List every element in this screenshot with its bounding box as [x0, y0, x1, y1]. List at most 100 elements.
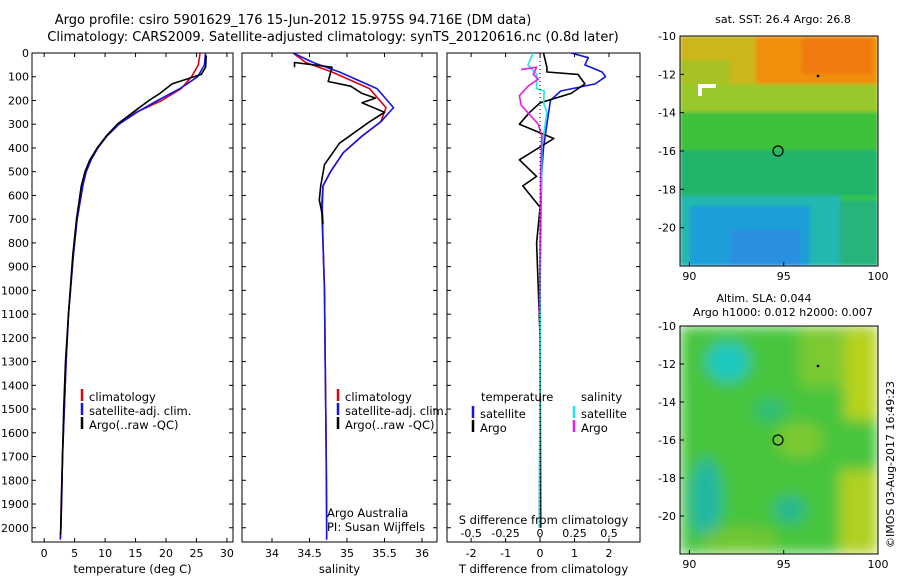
x-tick-label: 15: [129, 547, 143, 560]
depth-tick-label: 1100: [1, 308, 29, 321]
other-float-marker-sla: [816, 364, 820, 368]
map-y-tick-label: -10: [658, 320, 676, 333]
map-x-tick-label: 90: [682, 270, 696, 283]
credit-text: Argo Australia: [327, 506, 408, 520]
map-x-tick-label: 100: [868, 270, 889, 283]
legend-heading: salinity: [581, 390, 622, 404]
argo-position-marker: [772, 145, 784, 157]
legend-label: Argo(..raw -QC): [345, 418, 435, 432]
s-tick-label: -0.5: [460, 527, 481, 540]
legend-heading: temperature: [481, 390, 553, 404]
x-axis-label: T difference from climatology: [458, 562, 629, 576]
depth-tick-label: 100: [8, 71, 29, 84]
x-axis-label: temperature (deg C): [73, 562, 191, 576]
sla-map-subtitle: Argo h1000: 0.012 h2000: 0.007: [693, 306, 873, 319]
figure-title-line1: Argo profile: csiro 5901629_176 15-Jun-2…: [55, 13, 532, 28]
x-tick-label: 0: [41, 547, 48, 560]
map-y-tick-label: -12: [658, 68, 676, 81]
depth-tick-label: 1700: [1, 451, 29, 464]
x-axis-label: salinity: [319, 562, 360, 576]
map-y-tick-label: -14: [658, 107, 676, 120]
series-line-satellite-adj-clim-: [59, 52, 207, 540]
s-tick-label: 0.5: [600, 527, 618, 540]
legend-label: satellite: [581, 407, 627, 421]
depth-tick-label: 400: [8, 142, 29, 155]
x-tick-label: 36: [415, 547, 429, 560]
map-y-tick-label: -18: [658, 472, 676, 485]
series-line-climatology: [292, 52, 387, 540]
depth-tick-label: 1200: [1, 332, 29, 345]
s-tick-label: -0.25: [491, 527, 519, 540]
series-line-temperature-argo: [518, 52, 586, 528]
legend-label: Argo(..raw -QC): [89, 418, 179, 432]
map-y-tick-label: -20: [658, 222, 676, 235]
depth-tick-label: 1600: [1, 427, 29, 440]
s-tick-label: 0: [537, 527, 544, 540]
map-y-tick-label: -16: [658, 434, 676, 447]
pi-text: PI: Susan Wijffels: [327, 520, 425, 534]
depth-tick-label: 1800: [1, 474, 29, 487]
argo-position-marker-sla: [772, 434, 784, 446]
sla-map-panel: Altim. SLA: 0.044 Argo h1000: 0.012 h200…: [679, 292, 879, 555]
x-tick-label: 5: [71, 547, 78, 560]
figure-title-line2: Climatology: CARS2009. Satellite-adjuste…: [47, 30, 619, 45]
sla-map-title: Altim. SLA: 0.044: [716, 292, 811, 305]
s-tick-label: 0.25: [562, 527, 587, 540]
map-axes: 90 95 100 -10 -12 -14 -16 -18 -20 90 95 100 -10 -12 -1…: [658, 30, 888, 571]
plot-frame: [446, 52, 641, 543]
x-tick-label: 34: [265, 547, 279, 560]
depth-tick-label: 1300: [1, 356, 29, 369]
map-x-tick-label: 95: [777, 558, 791, 571]
depth-tick-label: 800: [8, 237, 29, 250]
s-axis-label: S difference from climatology: [459, 513, 629, 527]
series-line-salinity-argo: [518, 66, 543, 315]
x-tick-label: 35: [340, 547, 354, 560]
legend-label: satellite-adj. clim.: [345, 404, 447, 418]
legend-label: climatology: [345, 390, 412, 404]
timestamp-text: ©IMOS 03-Aug-2017 16:49:23: [884, 381, 897, 548]
depth-tick-label: 300: [8, 118, 29, 131]
depth-tick-label: 700: [8, 213, 29, 226]
legend-label: Argo: [480, 421, 507, 435]
map-y-tick-label: -12: [658, 358, 676, 371]
x-tick-label: 20: [159, 547, 173, 560]
salinity-panel: 34 34.5 35 35.5 36 salinity climatologysatelli…: [241, 52, 447, 576]
x-tick-label: -2: [466, 547, 477, 560]
x-tick-label: 35.5: [372, 547, 397, 560]
x-tick-label: 2: [605, 547, 612, 560]
x-tick-label: 25: [189, 547, 203, 560]
other-float-marker: [816, 74, 820, 78]
legend-label: Argo: [581, 421, 608, 435]
x-tick-label: 30: [220, 547, 234, 560]
sst-map-panel: sat. SST: 26.4 Argo: 26.8: [679, 13, 879, 267]
series-line-temperature-satellite: [538, 52, 607, 528]
depth-tick-label: 2000: [1, 522, 29, 535]
map-y-tick-label: -16: [658, 145, 676, 158]
depth-tick-label: 0: [22, 47, 29, 60]
plot-frame: [241, 52, 438, 543]
difference-panel: -2 -1 0 1 2 T difference from climatology -0.5…: [446, 52, 641, 576]
x-tick-label: 0: [537, 547, 544, 560]
series-line-argo: [293, 61, 386, 224]
legend-label: satellite: [480, 407, 526, 421]
legend-label: satellite-adj. clim.: [89, 404, 191, 418]
temperature-panel: 0100200300400500600700800900100011001200…: [1, 47, 234, 576]
depth-tick-label: 600: [8, 189, 29, 202]
map-y-tick-label: -20: [658, 510, 676, 523]
series-line-satellite-adj-clim-: [292, 52, 395, 540]
series-line-climatology: [59, 52, 201, 540]
map-y-tick-label: -10: [658, 30, 676, 43]
map-y-tick-label: -14: [658, 396, 676, 409]
series-line-argo: [59, 55, 207, 535]
sst-map-title: sat. SST: 26.4 Argo: 26.8: [715, 13, 851, 26]
depth-tick-label: 1000: [1, 284, 29, 297]
depth-tick-label: 1500: [1, 403, 29, 416]
depth-tick-label: 1400: [1, 379, 29, 392]
plot-frame: [31, 52, 234, 543]
map-x-tick-label: 95: [777, 270, 791, 283]
x-tick-label: 10: [98, 547, 112, 560]
depth-tick-label: 900: [8, 261, 29, 274]
map-y-tick-label: -18: [658, 183, 676, 196]
map-x-tick-label: 100: [868, 558, 889, 571]
